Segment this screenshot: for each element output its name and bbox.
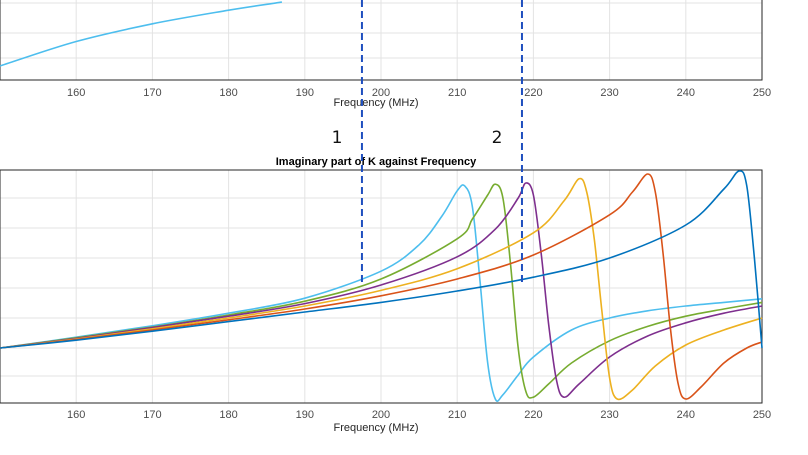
bottom-x-tick-label: 250 — [753, 409, 771, 421]
top-x-tick-label: 200 — [372, 87, 390, 99]
bottom-x-tick-label: 240 — [677, 409, 695, 421]
top-x-tick-label: 210 — [448, 87, 466, 99]
bottom-x-tick-label: 170 — [143, 409, 161, 421]
top-chart: 160 170 180 190 200 210 220 230 240 250 Frequency… — [0, 0, 771, 109]
bottom-series-line — [0, 182, 763, 399]
bottom-chart-title: Imaginary part of K against Frequency — [276, 156, 477, 168]
top-x-tick-label: 190 — [296, 87, 314, 99]
top-series-line — [0, 1, 283, 67]
bottom-series-line — [0, 170, 763, 349]
top-x-tick-label: 170 — [143, 87, 161, 99]
bottom-plot-frame — [0, 169, 763, 404]
top-x-tick-label: 220 — [524, 87, 542, 99]
bottom-series-line — [0, 173, 763, 400]
frequency-markers — [360, 0, 523, 286]
bottom-x-tick-label: 180 — [219, 409, 237, 421]
top-x-axis-label: Frequency (MHz) — [334, 97, 419, 109]
bottom-x-tick-label: 160 — [67, 409, 85, 421]
bottom-x-tick-label: 220 — [524, 409, 542, 421]
bottom-x-tick-label: 200 — [372, 409, 390, 421]
bottom-x-axis-label: Frequency (MHz) — [334, 422, 419, 434]
bottom-x-tick-labels: 160 170 180 190 200 210 220 230 240 250 — [67, 409, 771, 421]
top-x-tick-label: 160 — [67, 87, 85, 99]
top-x-tick-label: 230 — [600, 87, 618, 99]
bottom-series-line — [0, 184, 763, 402]
bottom-x-tick-label: 210 — [448, 409, 466, 421]
top-x-tick-label: 240 — [677, 87, 695, 99]
bottom-x-tick-label: 190 — [296, 409, 314, 421]
marker-2-label: 2 — [492, 128, 503, 148]
bottom-series-line — [0, 183, 763, 399]
top-x-tick-label: 180 — [219, 87, 237, 99]
marker-1-label: 1 — [332, 128, 343, 148]
bottom-chart: Imaginary part of K against Frequency 16… — [0, 156, 771, 434]
bottom-x-tick-label: 230 — [600, 409, 618, 421]
top-x-tick-label: 250 — [753, 87, 771, 99]
bottom-series-line — [0, 177, 763, 401]
top-x-tick-labels: 160 170 180 190 200 210 220 230 240 250 — [67, 87, 771, 99]
top-series-group — [0, 1, 283, 67]
top-plot-frame — [0, 0, 763, 81]
bottom-series-group — [0, 170, 763, 402]
